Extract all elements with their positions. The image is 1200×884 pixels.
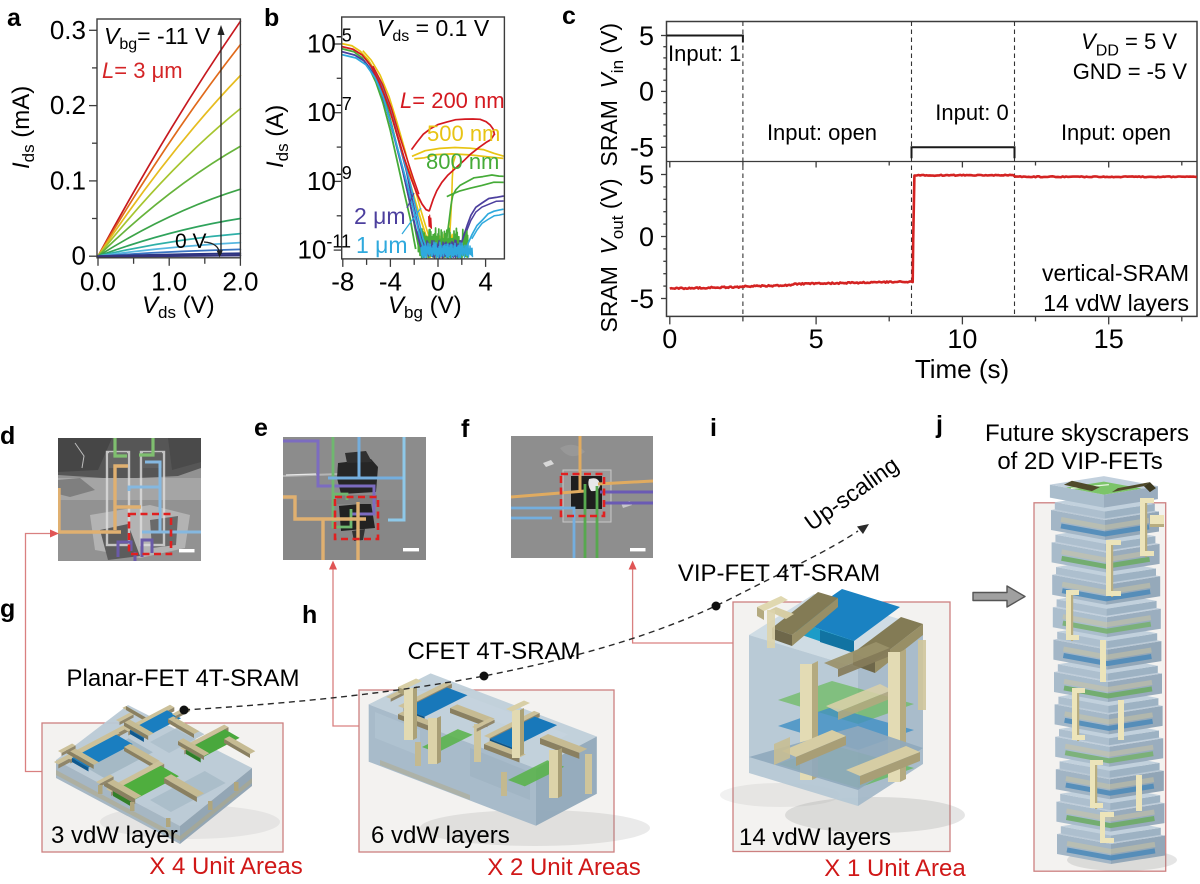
svg-text:e: e	[254, 414, 268, 442]
svg-text:a: a	[7, 4, 22, 32]
svg-text:Time (s): Time (s)	[915, 354, 1009, 384]
svg-text:5: 5	[639, 21, 654, 51]
svg-text:Future skyscrapers: Future skyscrapers	[985, 420, 1189, 447]
svg-text:15: 15	[1094, 324, 1124, 354]
svg-text:X 4 Unit Areas: X 4 Unit Areas	[149, 853, 302, 880]
svg-text:i: i	[710, 414, 717, 442]
svg-text:800 nm: 800 nm	[426, 149, 499, 174]
svg-text:500 nm: 500 nm	[427, 121, 500, 146]
svg-text:CFET 4T-SRAM: CFET 4T-SRAM	[408, 638, 581, 665]
svg-text:SRAM Vin (V): SRAM Vin (V)	[596, 23, 627, 167]
svg-text:0: 0	[639, 77, 654, 107]
svg-text:Vbg= -11 V: Vbg= -11 V	[104, 23, 211, 53]
svg-text:6 vdW layers: 6 vdW layers	[371, 822, 510, 849]
svg-text:0: 0	[639, 222, 654, 252]
svg-text:-8: -8	[331, 267, 354, 297]
svg-text:-5: -5	[630, 133, 654, 163]
svg-text:SRAM Vout (V): SRAM Vout (V)	[596, 179, 627, 333]
svg-text:-11: -11	[326, 232, 351, 252]
svg-text:L= 200 nm: L= 200 nm	[400, 88, 505, 113]
svg-text:0: 0	[72, 241, 86, 271]
svg-text:10: 10	[297, 235, 326, 265]
svg-text:Vbg (V): Vbg (V)	[388, 292, 462, 322]
svg-text:Planar-FET 4T-SRAM: Planar-FET 4T-SRAM	[67, 665, 300, 692]
svg-text:d: d	[0, 422, 15, 450]
svg-text:1 μm: 1 μm	[356, 232, 408, 258]
svg-text:Ids (A): Ids (A)	[262, 105, 292, 168]
svg-text:Input: 0: Input: 0	[935, 100, 1008, 125]
svg-text:5: 5	[639, 160, 654, 190]
svg-text:0: 0	[431, 267, 445, 297]
svg-text:10: 10	[307, 166, 336, 196]
svg-text:-5: -5	[336, 26, 352, 46]
svg-text:0: 0	[662, 324, 677, 354]
svg-text:0.1: 0.1	[50, 165, 86, 195]
svg-text:Input: open: Input: open	[767, 120, 877, 145]
svg-text:10: 10	[307, 97, 336, 127]
svg-text:Input: 1: Input: 1	[668, 41, 741, 66]
svg-text:vertical-SRAM: vertical-SRAM	[1042, 260, 1189, 286]
svg-text:14 vdW layers: 14 vdW layers	[739, 824, 891, 851]
svg-text:g: g	[0, 595, 15, 623]
svg-text:b: b	[264, 4, 279, 32]
svg-text:Input: open: Input: open	[1061, 120, 1171, 145]
svg-text:2.0: 2.0	[222, 267, 258, 297]
svg-text:3 vdW layer: 3 vdW layer	[51, 822, 178, 849]
svg-text:L= 3 μm: L= 3 μm	[102, 58, 183, 83]
svg-text:c: c	[562, 2, 576, 30]
svg-text:2 μm: 2 μm	[354, 203, 406, 229]
svg-text:X 1 Unit Area: X 1 Unit Area	[824, 855, 966, 882]
svg-text:VDD = 5 V: VDD = 5 V	[1081, 29, 1177, 60]
svg-text:Vds = 0.1 V: Vds = 0.1 V	[377, 15, 490, 45]
svg-text:-9: -9	[336, 163, 352, 183]
svg-text:0.0: 0.0	[80, 267, 116, 297]
svg-text:1.0: 1.0	[151, 267, 187, 297]
svg-text:0.2: 0.2	[50, 90, 86, 120]
svg-text:VIP-FET 4T-SRAM: VIP-FET 4T-SRAM	[678, 560, 880, 587]
svg-text:Vds (V): Vds (V)	[142, 292, 215, 322]
svg-text:4: 4	[478, 267, 492, 297]
svg-text:5: 5	[809, 324, 824, 354]
svg-text:GND = -5 V: GND = -5 V	[1073, 59, 1188, 84]
svg-text:of 2D VIP-FETs: of 2D VIP-FETs	[997, 448, 1162, 475]
svg-text:f: f	[461, 415, 470, 443]
svg-text:-7: -7	[336, 94, 352, 114]
svg-text:-5: -5	[630, 284, 654, 314]
svg-text:Ids (mA): Ids (mA)	[8, 86, 38, 169]
svg-text:j: j	[935, 411, 943, 439]
svg-text:14 vdW layers: 14 vdW layers	[1043, 290, 1189, 316]
svg-text:0.3: 0.3	[50, 15, 86, 45]
svg-text:0 V: 0 V	[175, 230, 207, 253]
svg-text:10: 10	[947, 324, 977, 354]
svg-text:X 2 Unit Areas: X 2 Unit Areas	[487, 854, 640, 881]
svg-text:-4: -4	[379, 267, 402, 297]
svg-text:h: h	[302, 601, 317, 629]
svg-text:10: 10	[307, 29, 336, 59]
